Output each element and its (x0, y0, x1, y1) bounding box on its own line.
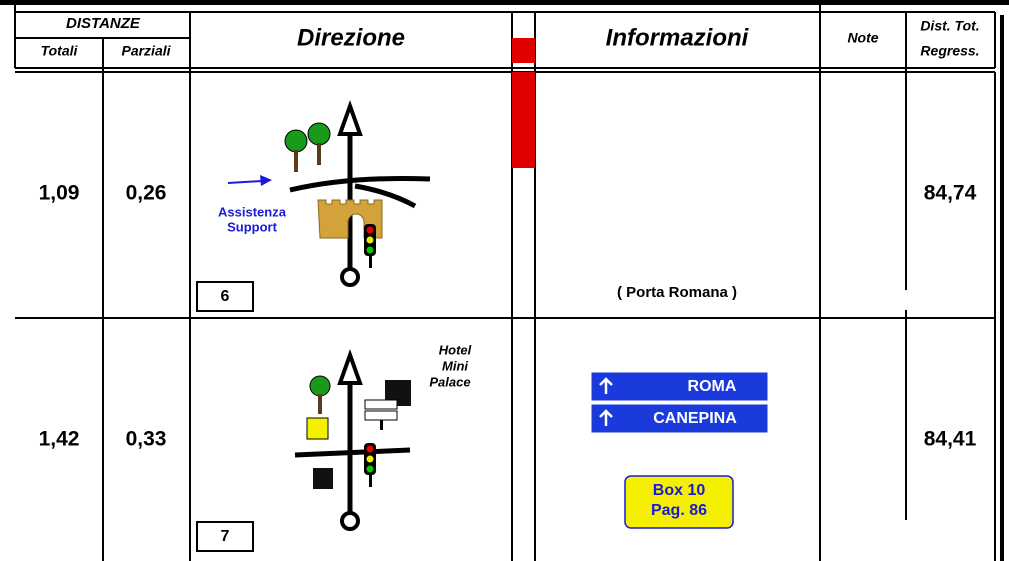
header-note: Note (847, 30, 878, 46)
info-text: ( Porta Romana ) (617, 284, 737, 301)
diagram-label: Hotel (439, 342, 472, 357)
box-number-frame (196, 281, 254, 312)
header-totali: Totali (41, 43, 79, 59)
parziali: 0,26 (126, 182, 167, 205)
diagram-label: Mini (442, 358, 468, 373)
reference-text: Pag. 86 (651, 502, 707, 519)
regress: 84,41 (924, 428, 977, 451)
parziali: 0,33 (126, 428, 167, 451)
sign-text: CANEPINA (653, 410, 737, 427)
route-diagram (294, 349, 411, 531)
header-regress: Regress. (920, 43, 979, 59)
totali: 1,42 (39, 428, 80, 451)
diagram-label: Assistenza (218, 204, 287, 219)
box-number: 7 (221, 528, 230, 545)
diagram-label: Palace (429, 374, 470, 389)
reference-box (624, 475, 734, 529)
diagram-label: Support (227, 219, 277, 234)
reference-text: Box 10 (653, 482, 706, 499)
box-number-frame (196, 521, 254, 552)
header-direzione: Direzione (297, 24, 405, 51)
header-distanze: DISTANZE (66, 15, 141, 32)
totali: 1,09 (39, 182, 80, 205)
road-sign (590, 371, 769, 434)
box-number: 6 (221, 288, 230, 305)
header-regress: Dist. Tot. (920, 18, 979, 34)
header-parziali: Parziali (121, 43, 171, 59)
route-diagram (227, 100, 431, 287)
sign-text: ROMA (688, 378, 737, 395)
header-informazioni: Informazioni (606, 24, 750, 51)
regress: 84,74 (924, 182, 977, 205)
